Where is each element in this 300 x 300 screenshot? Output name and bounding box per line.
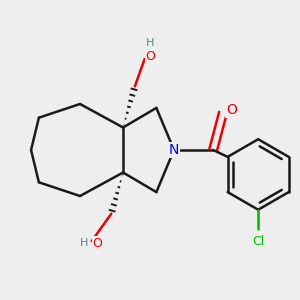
Text: O: O (93, 236, 103, 250)
Text: N: N (169, 143, 179, 157)
Text: O: O (226, 103, 237, 117)
Text: Cl: Cl (252, 235, 264, 248)
Text: H: H (146, 38, 155, 48)
Text: H: H (80, 238, 88, 248)
Text: O: O (146, 50, 155, 64)
